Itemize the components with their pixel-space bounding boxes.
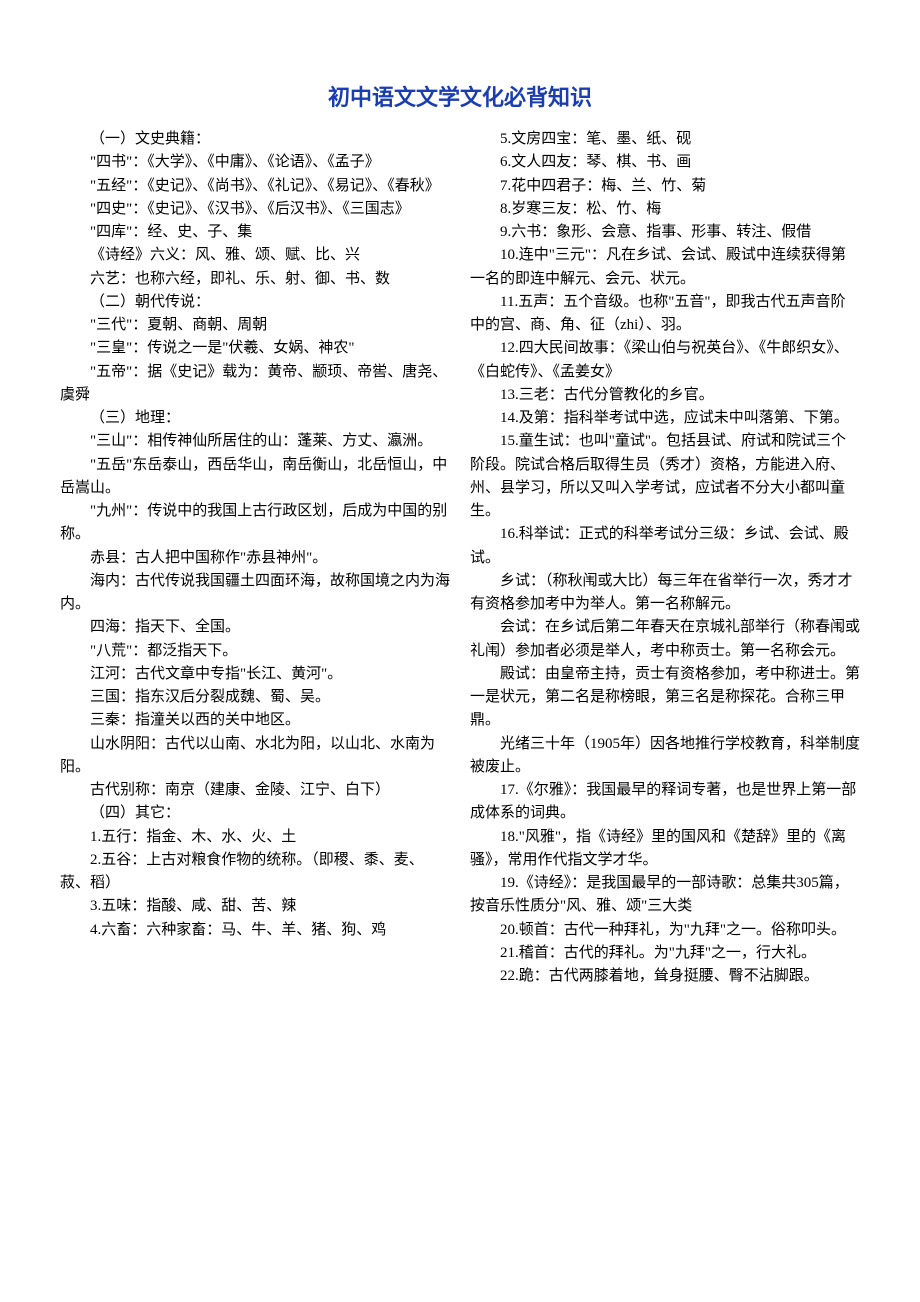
paragraph: 15.童生试：也叫"童试"。包括县试、府试和院试三个阶段。院试合格后取得生员（秀… [470, 430, 860, 523]
paragraph: "四库"：经、史、子、集 [60, 221, 450, 244]
paragraph: 5.文房四宝：笔、墨、纸、砚 [470, 128, 860, 151]
paragraph: 3.五味：指酸、咸、甜、苦、辣 [60, 895, 450, 918]
paragraph: 9.六书：象形、会意、指事、形事、转注、假借 [470, 221, 860, 244]
paragraph: "五岳"东岳泰山，西岳华山，南岳衡山，北岳恒山，中岳嵩山。 [60, 454, 450, 501]
paragraph: "四史"：《史记》、《汉书》、《后汉书》、《三国志》 [60, 198, 450, 221]
paragraph: 四海：指天下、全国。 [60, 616, 450, 639]
paragraph: 山水阴阳：古代以山南、水北为阳，以山北、水南为阳。 [60, 733, 450, 780]
paragraph: 赤县：古人把中国称作"赤县神州"。 [60, 547, 450, 570]
paragraph: （二）朝代传说： [60, 291, 450, 314]
page-title: 初中语文文学文化必背知识 [60, 80, 860, 112]
paragraph: 20.顿首：古代一种拜礼，为"九拜"之一。俗称叩头。 [470, 919, 860, 942]
left-column-content: （一）文史典籍："四书"：《大学》、《中庸》、《论语》、《孟子》"五经"：《史记… [60, 128, 450, 942]
paragraph: 13.三老：古代分管教化的乡官。 [470, 384, 860, 407]
paragraph: 海内：古代传说我国疆土四面环海，故称国境之内为海内。 [60, 570, 450, 617]
paragraph: "四书"：《大学》、《中庸》、《论语》、《孟子》 [60, 151, 450, 174]
paragraph: （四）其它： [60, 802, 450, 825]
content-columns: （一）文史典籍："四书"：《大学》、《中庸》、《论语》、《孟子》"五经"：《史记… [60, 128, 860, 1278]
paragraph: 古代别称：南京（建康、金陵、江宁、白下） [60, 779, 450, 802]
paragraph: 8.岁寒三友：松、竹、梅 [470, 198, 860, 221]
paragraph: 19.《诗经》：是我国最早的一部诗歌：总集共305篇，按音乐性质分"风、雅、颂"… [470, 872, 860, 919]
paragraph: 三秦：指潼关以西的关中地区。 [60, 709, 450, 732]
paragraph: 11.五声：五个音级。也称"五音"，即我古代五声音阶中的宫、商、角、征（zhi）… [470, 291, 860, 338]
paragraph: 14.及第：指科举考试中选，应试未中叫落第、下第。 [470, 407, 860, 430]
paragraph: 17.《尔雅》：我国最早的释词专著，也是世界上第一部成体系的词典。 [470, 779, 860, 826]
paragraph: 2.五谷：上古对粮食作物的统称。（即稷、黍、麦、菽、稻） [60, 849, 450, 896]
paragraph: "五帝"：据《史记》载为：黄帝、颛顼、帝喾、唐尧、虞舜 [60, 361, 450, 408]
paragraph: 《诗经》六义：风、雅、颂、赋、比、兴 [60, 244, 450, 267]
paragraph: （一）文史典籍： [60, 128, 450, 151]
paragraph: （三）地理： [60, 407, 450, 430]
paragraph: 7.花中四君子：梅、兰、竹、菊 [470, 175, 860, 198]
paragraph: "五经"：《史记》、《尚书》、《礼记》、《易记》、《春秋》 [60, 175, 450, 198]
paragraph: 1.五行：指金、木、水、火、土 [60, 826, 450, 849]
paragraph: 殿试：由皇帝主持，贡士有资格参加，考中称进士。第一是状元，第二名是称榜眼，第三名… [470, 663, 860, 733]
paragraph: "三代"：夏朝、商朝、周朝 [60, 314, 450, 337]
paragraph: "三山"：相传神仙所居住的山：蓬莱、方丈、瀛洲。 [60, 430, 450, 453]
paragraph: 12.四大民间故事：《梁山伯与祝英台》、《牛郎织女》、《白蛇传》、《孟姜女》 [470, 337, 860, 384]
paragraph: 4.六畜：六种家畜：马、牛、羊、猪、狗、鸡 [60, 919, 450, 942]
paragraph: "九州"：传说中的我国上古行政区划，后成为中国的别称。 [60, 500, 450, 547]
paragraph: "八荒"：都泛指天下。 [60, 640, 450, 663]
right-column-content: 5.文房四宝：笔、墨、纸、砚6.文人四友：琴、棋、书、画7.花中四君子：梅、兰、… [470, 128, 860, 988]
paragraph: 21.稽首：古代的拜礼。为"九拜"之一，行大礼。 [470, 942, 860, 965]
paragraph: 江河：古代文章中专指"长江、黄河"。 [60, 663, 450, 686]
paragraph: "三皇"：传说之一是"伏羲、女娲、神农" [60, 337, 450, 360]
paragraph: 16.科举试：正式的科举考试分三级：乡试、会试、殿试。 [470, 523, 860, 570]
paragraph: 光绪三十年（1905年）因各地推行学校教育，科举制度被废止。 [470, 733, 860, 780]
paragraph: 会试：在乡试后第二年春天在京城礼部举行（称春闱或礼闱）参加者必须是举人，考中称贡… [470, 616, 860, 663]
paragraph: 三国：指东汉后分裂成魏、蜀、吴。 [60, 686, 450, 709]
paragraph: 乡试：（称秋闱或大比）每三年在省举行一次，秀才才有资格参加考中为举人。第一名称解… [470, 570, 860, 617]
paragraph: 10.连中"三元"：凡在乡试、会试、殿试中连续获得第一名的即连中解元、会元、状元… [470, 244, 860, 291]
paragraph: 六艺：也称六经，即礼、乐、射、御、书、数 [60, 268, 450, 291]
paragraph: 18."风雅"，指《诗经》里的国风和《楚辞》里的《离骚》，常用作代指文学才华。 [470, 826, 860, 873]
paragraph: 22.跪：古代两膝着地，耸身挺腰、臀不沾脚跟。 [470, 965, 860, 988]
paragraph: 6.文人四友：琴、棋、书、画 [470, 151, 860, 174]
